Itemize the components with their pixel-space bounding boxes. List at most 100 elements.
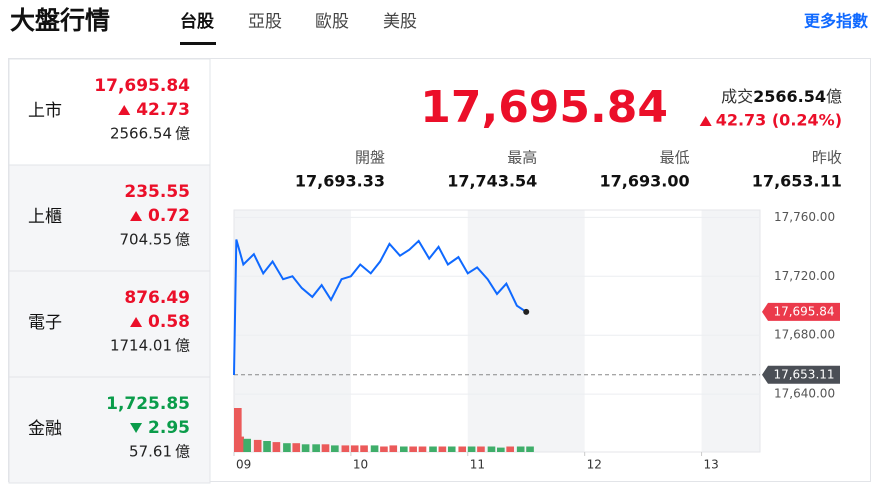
- y-tick-label: 17,720.00: [774, 269, 835, 283]
- market-change: 42.73: [136, 100, 190, 120]
- volume-bar: [253, 439, 262, 452]
- volume-bar: [380, 446, 388, 452]
- market-volume: 1714.01: [110, 337, 172, 355]
- main-price: 17,695.84: [420, 82, 668, 133]
- last-point: [523, 308, 530, 315]
- market-row: [8, 58, 211, 166]
- market-price: 17,695.84: [94, 76, 190, 96]
- volume-bar: [292, 443, 301, 452]
- volume-bar: [506, 446, 514, 452]
- volume-bar: [243, 438, 251, 452]
- volume-bar: [497, 447, 505, 452]
- tab[interactable]: 美股: [383, 12, 417, 32]
- volume-bar: [447, 446, 456, 452]
- volume-bar: [341, 445, 350, 452]
- market-unit: 億: [175, 125, 190, 143]
- stat-label: 最高: [507, 149, 537, 167]
- tab[interactable]: 亞股: [248, 12, 282, 32]
- volume-bar: [331, 445, 339, 452]
- turnover-unit: 億: [826, 87, 842, 106]
- volume-bar: [418, 446, 427, 452]
- page-title: 大盤行情: [10, 6, 110, 35]
- stat-label: 昨收: [812, 149, 842, 167]
- volume-bar: [526, 446, 534, 452]
- x-tick-label: 11: [470, 458, 485, 472]
- volume-bar: [458, 446, 467, 452]
- y-tick-label: 17,680.00: [774, 328, 835, 342]
- market-name: 上櫃: [28, 207, 62, 227]
- session-band: [467, 210, 585, 452]
- tab[interactable]: 歐股: [315, 12, 349, 32]
- volume-bar: [399, 446, 408, 452]
- price-tag-label: 17,653.11: [773, 367, 834, 381]
- volume-bar: [438, 446, 447, 452]
- volume-bar: [516, 446, 525, 452]
- volume-bar: [312, 444, 320, 452]
- volume-bar: [301, 444, 310, 452]
- change-arrow: [130, 317, 143, 327]
- x-tick-label: 09: [236, 458, 251, 472]
- y-tick-label: 17,760.00: [774, 210, 835, 224]
- stat-value: 17,693.00: [600, 172, 690, 191]
- volume-bar: [360, 445, 368, 452]
- x-tick-label: 13: [704, 458, 719, 472]
- market-volume: 704.55: [120, 231, 173, 249]
- volume-bar: [236, 436, 244, 452]
- volume-bar: [272, 442, 281, 452]
- volume-bar: [234, 408, 242, 452]
- volume-bar: [283, 443, 291, 452]
- stat-value: 17,743.54: [447, 172, 537, 191]
- stat-label: 最低: [660, 149, 690, 167]
- change-arrow: [118, 105, 131, 115]
- y-tick-label: 17,640.00: [774, 387, 835, 401]
- volume-bar: [263, 441, 271, 452]
- main-change: 42.73 (0.24%): [716, 111, 842, 130]
- volume-bar: [429, 446, 437, 452]
- market-name: 金融: [28, 419, 62, 439]
- market-price: 1,725.85: [106, 394, 190, 414]
- price-tag-label: 17,695.84: [773, 304, 834, 318]
- market-row: [8, 270, 211, 378]
- market-price: 235.55: [124, 182, 190, 202]
- volume-bar: [350, 445, 359, 452]
- change-arrow: [699, 116, 712, 126]
- change-arrow: [130, 211, 143, 221]
- stat-value: 17,693.33: [295, 172, 385, 191]
- volume-bar: [370, 445, 379, 452]
- market-volume: 57.61: [129, 443, 172, 461]
- change-arrow: [130, 423, 143, 433]
- session-band: [701, 210, 760, 452]
- volume-bar: [321, 444, 330, 452]
- market-price: 876.49: [124, 288, 190, 308]
- turnover-label: 成交: [721, 87, 753, 106]
- x-tick-label: 10: [353, 458, 368, 472]
- market-unit: 億: [175, 443, 190, 461]
- market-row: [8, 164, 211, 272]
- volume-bar: [487, 446, 496, 452]
- session-band: [234, 210, 351, 452]
- volume-bar: [477, 446, 485, 452]
- market-name: 上市: [28, 101, 62, 121]
- more-link[interactable]: 更多指數: [804, 12, 868, 31]
- turnover-value: 2566.54: [753, 87, 826, 106]
- market-change: 0.72: [148, 206, 190, 226]
- market-volume: 2566.54: [110, 125, 172, 143]
- market-unit: 億: [175, 337, 190, 355]
- price-tag: [762, 365, 840, 384]
- stat-value: 17,653.11: [752, 172, 842, 191]
- tab-underline: [180, 42, 216, 45]
- market-change: 2.95: [148, 418, 190, 438]
- market-change: 0.58: [148, 312, 190, 332]
- turnover: 成交2566.54億: [721, 87, 842, 106]
- volume-bar: [389, 445, 398, 452]
- price-line: [233, 239, 527, 375]
- stat-label: 開盤: [355, 149, 385, 167]
- market-name: 電子: [28, 313, 62, 333]
- market-row: [8, 376, 211, 484]
- x-tick-label: 12: [587, 458, 602, 472]
- tab[interactable]: 台股: [180, 11, 214, 32]
- price-tag: [762, 302, 840, 321]
- volume-bar: [467, 446, 476, 452]
- market-unit: 億: [175, 231, 190, 249]
